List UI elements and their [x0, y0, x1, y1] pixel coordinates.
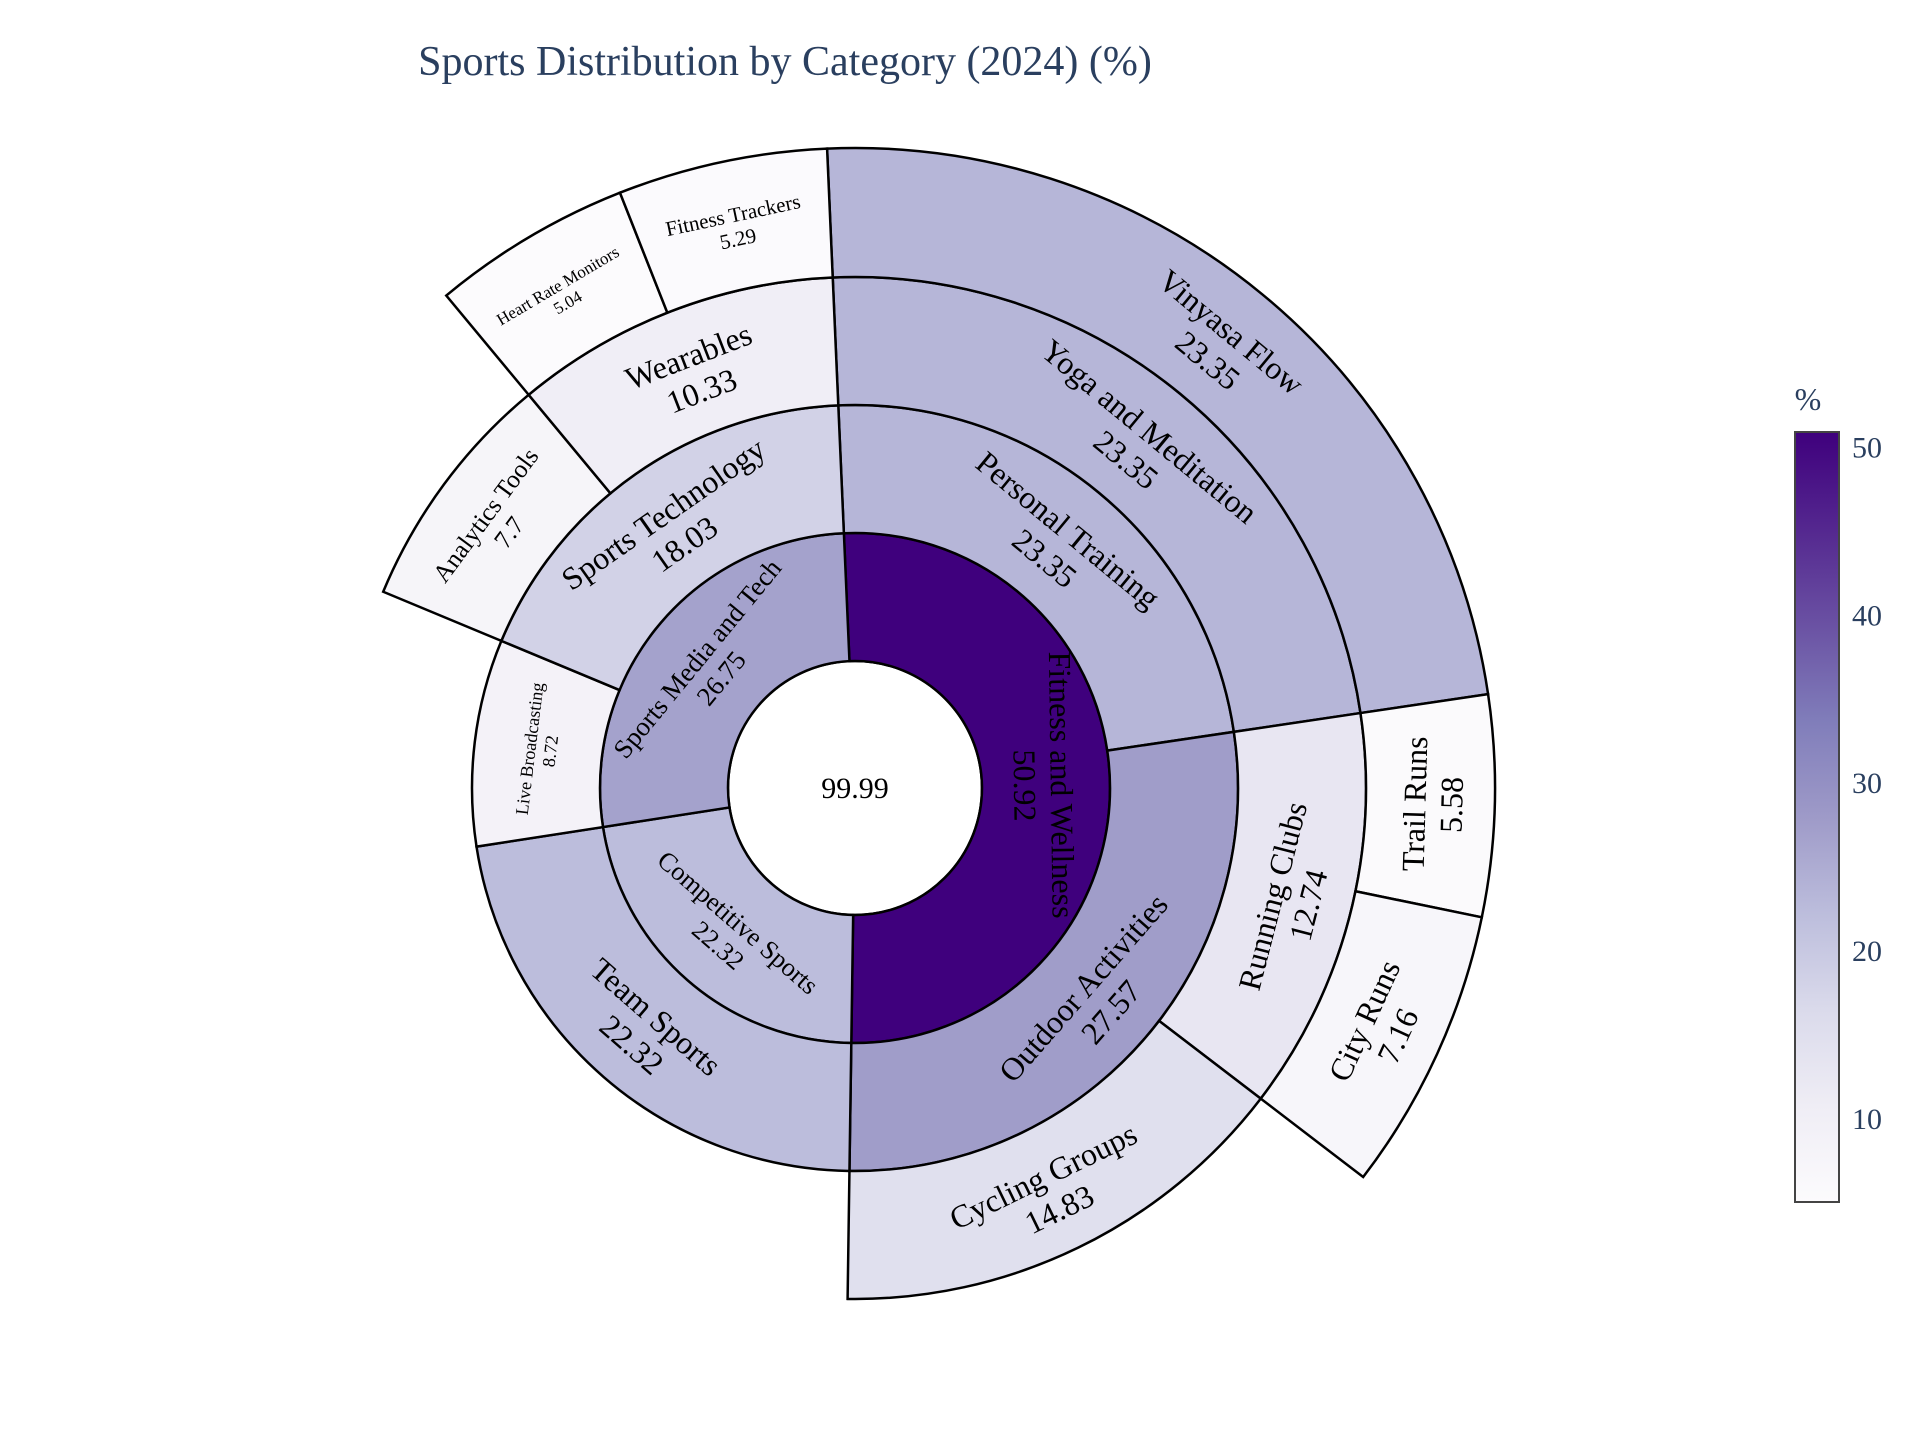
label-value: 50.92	[1007, 749, 1044, 821]
colorbar-tick-label: 30	[1852, 767, 1882, 800]
colorbar: % 10 20 30 40 50	[1795, 381, 1882, 1202]
root-value-label: 99.99	[821, 772, 889, 805]
colorbar-gradient	[1795, 432, 1839, 1202]
colorbar-tick-label: 20	[1852, 935, 1882, 968]
label-value: 8.72	[538, 734, 562, 768]
label-value: 5.58	[1433, 776, 1471, 833]
colorbar-tick-label: 10	[1852, 1103, 1882, 1136]
colorbar-tick-label: 40	[1852, 599, 1882, 632]
colorbar-title: %	[1795, 381, 1822, 417]
label-name: Trail Runs	[1395, 736, 1435, 872]
chart-title: Sports Distribution by Category (2024) (…	[418, 39, 1152, 85]
colorbar-tick-label: 50	[1852, 431, 1882, 464]
label-name: Fitness and Wellness	[1042, 651, 1082, 919]
